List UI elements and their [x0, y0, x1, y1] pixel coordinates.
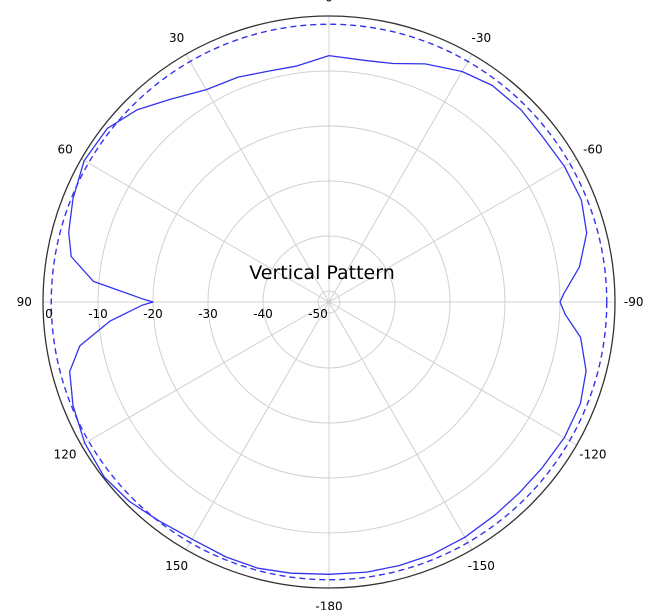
grid-spoke — [328, 158, 577, 303]
grid-spoke — [328, 301, 577, 446]
angle-tick-label: 90 — [17, 295, 32, 309]
grid-spoke — [328, 301, 473, 550]
angle-tick-label: -90 — [624, 295, 644, 309]
angle-tick-label: 30 — [169, 31, 184, 45]
chart-title: Vertical Pattern — [249, 262, 395, 284]
radial-tick-label: 0 — [45, 307, 53, 321]
outer-ring — [42, 15, 616, 589]
polar-grid — [42, 15, 616, 589]
angle-tick-label: 60 — [57, 143, 72, 157]
grid-spoke — [81, 301, 330, 446]
radial-tick-label: -10 — [88, 307, 108, 321]
radial-tick-label: -50 — [308, 307, 328, 321]
grid-spoke — [185, 54, 330, 303]
angle-tick-label: -120 — [579, 447, 606, 461]
series-solid-line — [68, 54, 588, 575]
angle-tick-label: 150 — [165, 559, 188, 573]
angle-tick-label: -180 — [315, 600, 342, 610]
angle-tick-label: 0 — [325, 0, 333, 4]
radial-tick-label: -40 — [253, 307, 273, 321]
tick-labels: 0 -30 -60 -90 -120 -150 -180 150 120 90 60 30 0 -10 -2… — [17, 0, 644, 610]
angle-tick-label: 120 — [54, 447, 77, 461]
grid-spoke — [185, 301, 330, 550]
angle-tick-label: -150 — [468, 559, 495, 573]
angle-tick-label: -60 — [583, 143, 603, 157]
angle-tick-label: -30 — [471, 31, 491, 45]
radial-tick-label: -30 — [198, 307, 218, 321]
series-dashed-line — [50, 23, 608, 581]
radial-tick-label: -20 — [143, 307, 163, 321]
grid-spoke — [81, 158, 330, 303]
series-layer — [50, 23, 608, 581]
grid-spoke — [328, 54, 473, 303]
